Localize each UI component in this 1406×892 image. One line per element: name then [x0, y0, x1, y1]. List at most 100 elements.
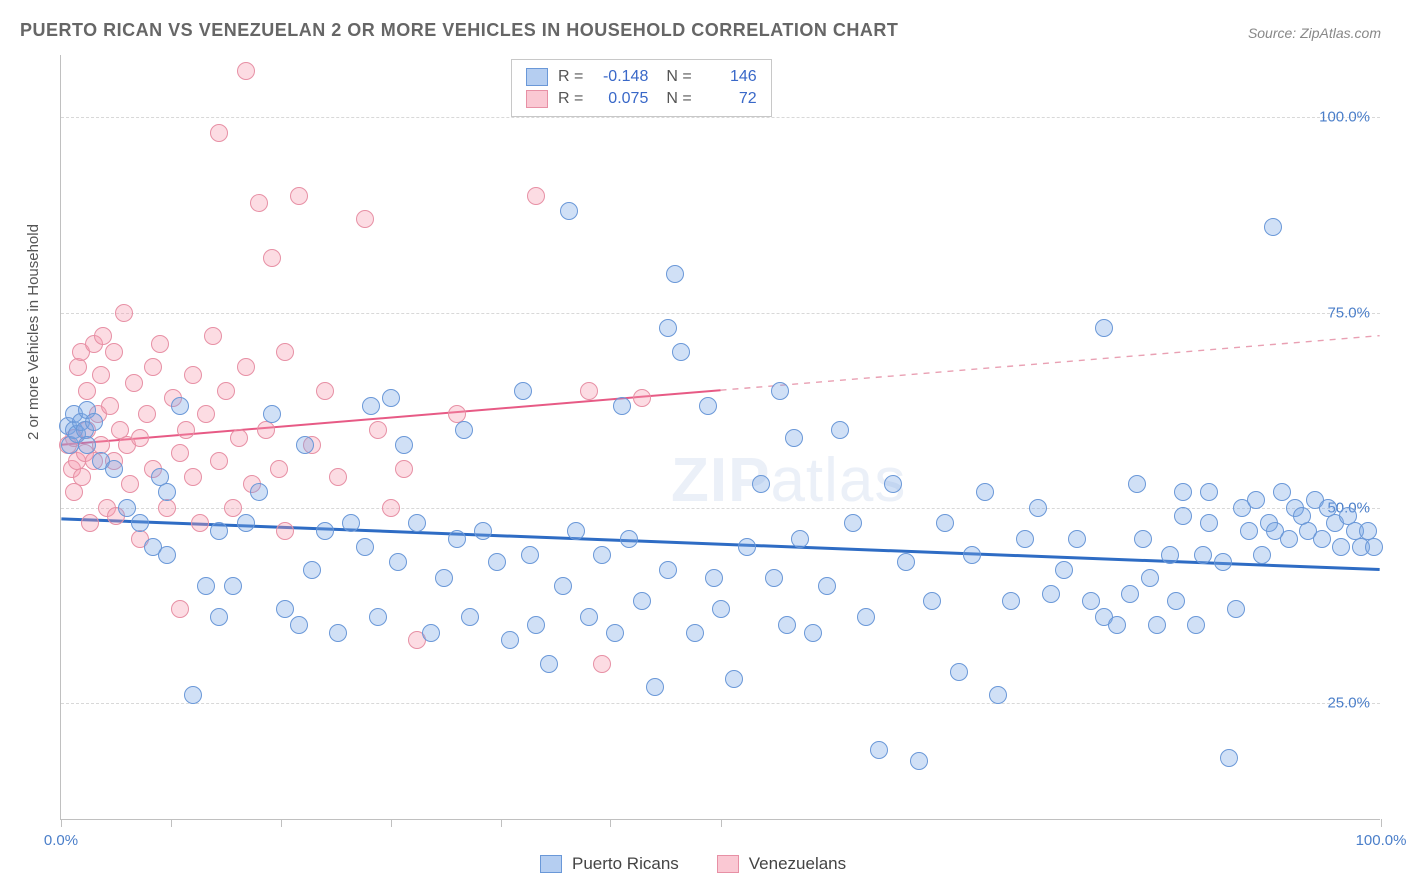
data-point [270, 460, 288, 478]
data-point [316, 522, 334, 540]
data-point [1121, 585, 1139, 603]
data-point [580, 608, 598, 626]
data-point [976, 483, 994, 501]
legend-item: Puerto Ricans [540, 854, 679, 874]
data-point [705, 569, 723, 587]
data-point [395, 460, 413, 478]
data-point [171, 600, 189, 618]
stats-legend-box: R =-0.148N =146R =0.075N =72 [511, 59, 772, 117]
data-point [290, 616, 308, 634]
x-tick [171, 819, 172, 827]
x-tick [721, 819, 722, 827]
data-point [910, 752, 928, 770]
data-point [818, 577, 836, 595]
data-point [85, 413, 103, 431]
data-point [1042, 585, 1060, 603]
data-point [101, 397, 119, 415]
data-point [362, 397, 380, 415]
data-point [1273, 483, 1291, 501]
data-point [448, 530, 466, 548]
data-point [92, 366, 110, 384]
data-point [752, 475, 770, 493]
data-point [1055, 561, 1073, 579]
data-point [540, 655, 558, 673]
data-point [382, 389, 400, 407]
data-point [184, 686, 202, 704]
data-point [593, 655, 611, 673]
data-point [115, 304, 133, 322]
data-point [989, 686, 1007, 704]
data-point [250, 194, 268, 212]
data-point [184, 366, 202, 384]
data-point [316, 382, 334, 400]
legend-label: Venezuelans [749, 854, 846, 874]
legend-swatch [540, 855, 562, 873]
data-point [1174, 507, 1192, 525]
data-point [950, 663, 968, 681]
data-point [191, 514, 209, 532]
data-point [171, 397, 189, 415]
data-point [69, 358, 87, 376]
data-point [257, 421, 275, 439]
data-point [1200, 483, 1218, 501]
data-point [831, 421, 849, 439]
data-point [65, 483, 83, 501]
data-point [620, 530, 638, 548]
data-point [455, 421, 473, 439]
data-point [521, 546, 539, 564]
x-tick-label: 100.0% [1356, 832, 1406, 849]
data-point [580, 382, 598, 400]
data-point [527, 616, 545, 634]
data-point [1220, 749, 1238, 767]
data-point [844, 514, 862, 532]
data-point [1187, 616, 1205, 634]
data-point [1095, 319, 1113, 337]
stats-row: R =-0.148N =146 [526, 66, 757, 88]
data-point [1108, 616, 1126, 634]
data-point [738, 538, 756, 556]
watermark: ZIPatlas [671, 445, 906, 516]
data-point [1082, 592, 1100, 610]
y-tick-label: 100.0% [1319, 109, 1370, 126]
data-point [276, 343, 294, 361]
data-point [197, 405, 215, 423]
data-point [1128, 475, 1146, 493]
data-point [1029, 499, 1047, 517]
data-point [633, 389, 651, 407]
data-point [395, 436, 413, 454]
data-point [158, 483, 176, 501]
data-point [237, 62, 255, 80]
data-point [593, 546, 611, 564]
legend-swatch [526, 90, 548, 108]
legend-swatch [526, 68, 548, 86]
x-tick [61, 819, 62, 827]
data-point [435, 569, 453, 587]
legend-label: Puerto Ricans [572, 854, 679, 874]
data-point [963, 546, 981, 564]
data-point [659, 319, 677, 337]
data-point [171, 444, 189, 462]
data-point [158, 499, 176, 517]
data-point [118, 499, 136, 517]
data-point [389, 553, 407, 571]
data-point [659, 561, 677, 579]
data-point [369, 608, 387, 626]
x-tick [501, 819, 502, 827]
data-point [369, 421, 387, 439]
source-label: Source: ZipAtlas.com [1248, 25, 1381, 41]
data-point [78, 436, 96, 454]
data-point [527, 187, 545, 205]
data-point [804, 624, 822, 642]
data-point [1313, 530, 1331, 548]
data-point [501, 631, 519, 649]
data-point [613, 397, 631, 415]
data-point [461, 608, 479, 626]
data-point [250, 483, 268, 501]
data-point [666, 265, 684, 283]
data-point [1264, 218, 1282, 236]
data-point [276, 600, 294, 618]
data-point [1247, 491, 1265, 509]
x-tick [1381, 819, 1382, 827]
data-point [778, 616, 796, 634]
scatter-plot-area: ZIPatlas R =-0.148N =146R =0.075N =72 25… [60, 55, 1380, 820]
